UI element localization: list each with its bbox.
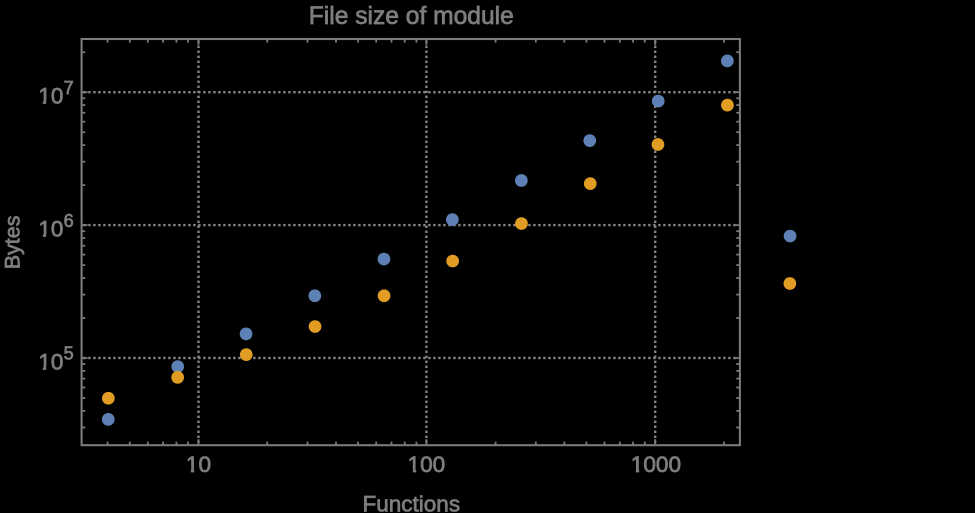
svg-text:1000: 1000	[631, 452, 681, 477]
svg-text:6: 6	[64, 211, 74, 231]
svg-text:10: 10	[38, 349, 63, 374]
svg-text:Bytes: Bytes	[1, 216, 25, 270]
svg-text:5: 5	[64, 344, 74, 364]
svg-text:100: 100	[408, 452, 446, 477]
svg-text:7: 7	[64, 78, 74, 98]
svg-text:Functions: Functions	[363, 492, 461, 513]
svg-text:10: 10	[186, 452, 211, 477]
svg-text:File size of module: File size of module	[309, 3, 514, 30]
